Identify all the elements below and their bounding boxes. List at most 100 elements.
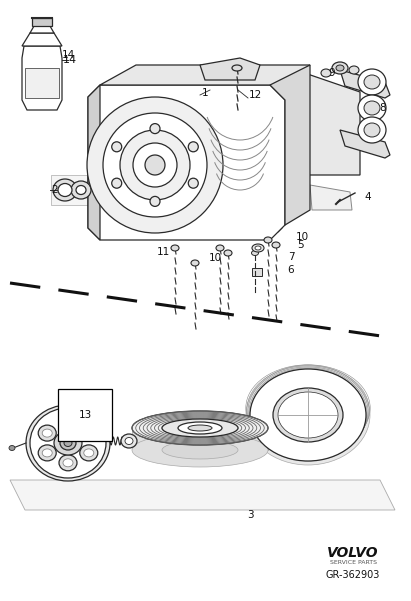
Ellipse shape: [224, 250, 232, 256]
Circle shape: [188, 142, 198, 152]
Ellipse shape: [162, 441, 238, 459]
Polygon shape: [30, 26, 54, 33]
Text: GR-362903: GR-362903: [326, 570, 380, 580]
Ellipse shape: [162, 419, 238, 437]
Polygon shape: [22, 33, 62, 46]
Text: 2: 2: [52, 185, 58, 195]
Ellipse shape: [121, 434, 137, 448]
Circle shape: [112, 142, 122, 152]
Ellipse shape: [273, 388, 343, 442]
Ellipse shape: [132, 411, 268, 445]
Ellipse shape: [71, 181, 91, 199]
Ellipse shape: [59, 455, 77, 471]
Polygon shape: [340, 130, 390, 158]
Text: 14: 14: [63, 55, 77, 65]
Ellipse shape: [232, 65, 242, 71]
Text: 11: 11: [156, 247, 170, 257]
Text: 10: 10: [208, 253, 222, 263]
Polygon shape: [51, 175, 91, 205]
Polygon shape: [25, 68, 59, 98]
Ellipse shape: [132, 433, 268, 467]
Ellipse shape: [80, 425, 98, 441]
Ellipse shape: [358, 117, 386, 143]
Polygon shape: [32, 18, 52, 26]
Polygon shape: [88, 85, 285, 240]
Circle shape: [150, 197, 160, 206]
Ellipse shape: [58, 183, 72, 197]
Ellipse shape: [358, 69, 386, 95]
Text: 10: 10: [296, 232, 309, 242]
Text: 4: 4: [365, 192, 371, 202]
Ellipse shape: [364, 101, 380, 115]
Ellipse shape: [188, 425, 212, 431]
Ellipse shape: [272, 242, 280, 248]
Polygon shape: [290, 68, 360, 175]
Ellipse shape: [26, 405, 110, 481]
Polygon shape: [310, 185, 352, 210]
Text: SERVICE PARTS: SERVICE PARTS: [330, 561, 376, 566]
Ellipse shape: [60, 436, 76, 450]
Ellipse shape: [349, 66, 359, 74]
Circle shape: [133, 143, 177, 187]
Text: 6: 6: [288, 265, 294, 275]
Ellipse shape: [125, 438, 133, 445]
Ellipse shape: [264, 237, 272, 243]
Polygon shape: [340, 70, 390, 98]
Circle shape: [120, 130, 190, 200]
Ellipse shape: [38, 445, 56, 461]
Ellipse shape: [336, 65, 344, 71]
Ellipse shape: [250, 369, 366, 461]
Text: 14: 14: [61, 50, 75, 60]
Ellipse shape: [252, 244, 264, 252]
Ellipse shape: [358, 95, 386, 121]
Ellipse shape: [278, 392, 338, 438]
Ellipse shape: [63, 459, 73, 467]
Text: 7: 7: [288, 252, 294, 262]
Polygon shape: [10, 480, 395, 510]
Ellipse shape: [246, 365, 370, 465]
Text: 8: 8: [380, 103, 386, 113]
Ellipse shape: [76, 186, 86, 195]
Ellipse shape: [42, 449, 52, 457]
Ellipse shape: [42, 429, 52, 437]
Text: 13: 13: [79, 410, 92, 420]
Ellipse shape: [38, 425, 56, 441]
Text: 12: 12: [248, 90, 262, 100]
Polygon shape: [22, 46, 62, 110]
Polygon shape: [132, 428, 268, 450]
Text: VOLVO: VOLVO: [327, 546, 379, 560]
Ellipse shape: [171, 245, 179, 251]
Ellipse shape: [321, 69, 331, 77]
Ellipse shape: [30, 408, 106, 478]
Ellipse shape: [255, 246, 261, 250]
Ellipse shape: [178, 422, 222, 434]
Ellipse shape: [80, 445, 98, 461]
Ellipse shape: [63, 419, 73, 427]
Ellipse shape: [64, 439, 72, 447]
Ellipse shape: [59, 415, 77, 431]
Circle shape: [87, 97, 223, 233]
Circle shape: [112, 178, 122, 188]
Polygon shape: [270, 65, 310, 225]
Ellipse shape: [84, 429, 94, 437]
Ellipse shape: [53, 179, 77, 201]
Ellipse shape: [191, 260, 199, 266]
Text: 3: 3: [247, 510, 253, 520]
Ellipse shape: [9, 445, 15, 451]
Ellipse shape: [364, 75, 380, 89]
Polygon shape: [268, 210, 285, 232]
Circle shape: [150, 124, 160, 133]
Ellipse shape: [54, 431, 82, 455]
Text: 9: 9: [329, 68, 335, 78]
Ellipse shape: [84, 449, 94, 457]
Polygon shape: [88, 85, 100, 240]
Text: 5: 5: [297, 240, 303, 250]
Polygon shape: [200, 58, 260, 80]
Ellipse shape: [332, 62, 348, 74]
Circle shape: [145, 155, 165, 175]
Ellipse shape: [216, 245, 224, 251]
Ellipse shape: [364, 123, 380, 137]
Circle shape: [103, 113, 207, 217]
Text: 1: 1: [202, 88, 208, 98]
Circle shape: [188, 178, 198, 188]
